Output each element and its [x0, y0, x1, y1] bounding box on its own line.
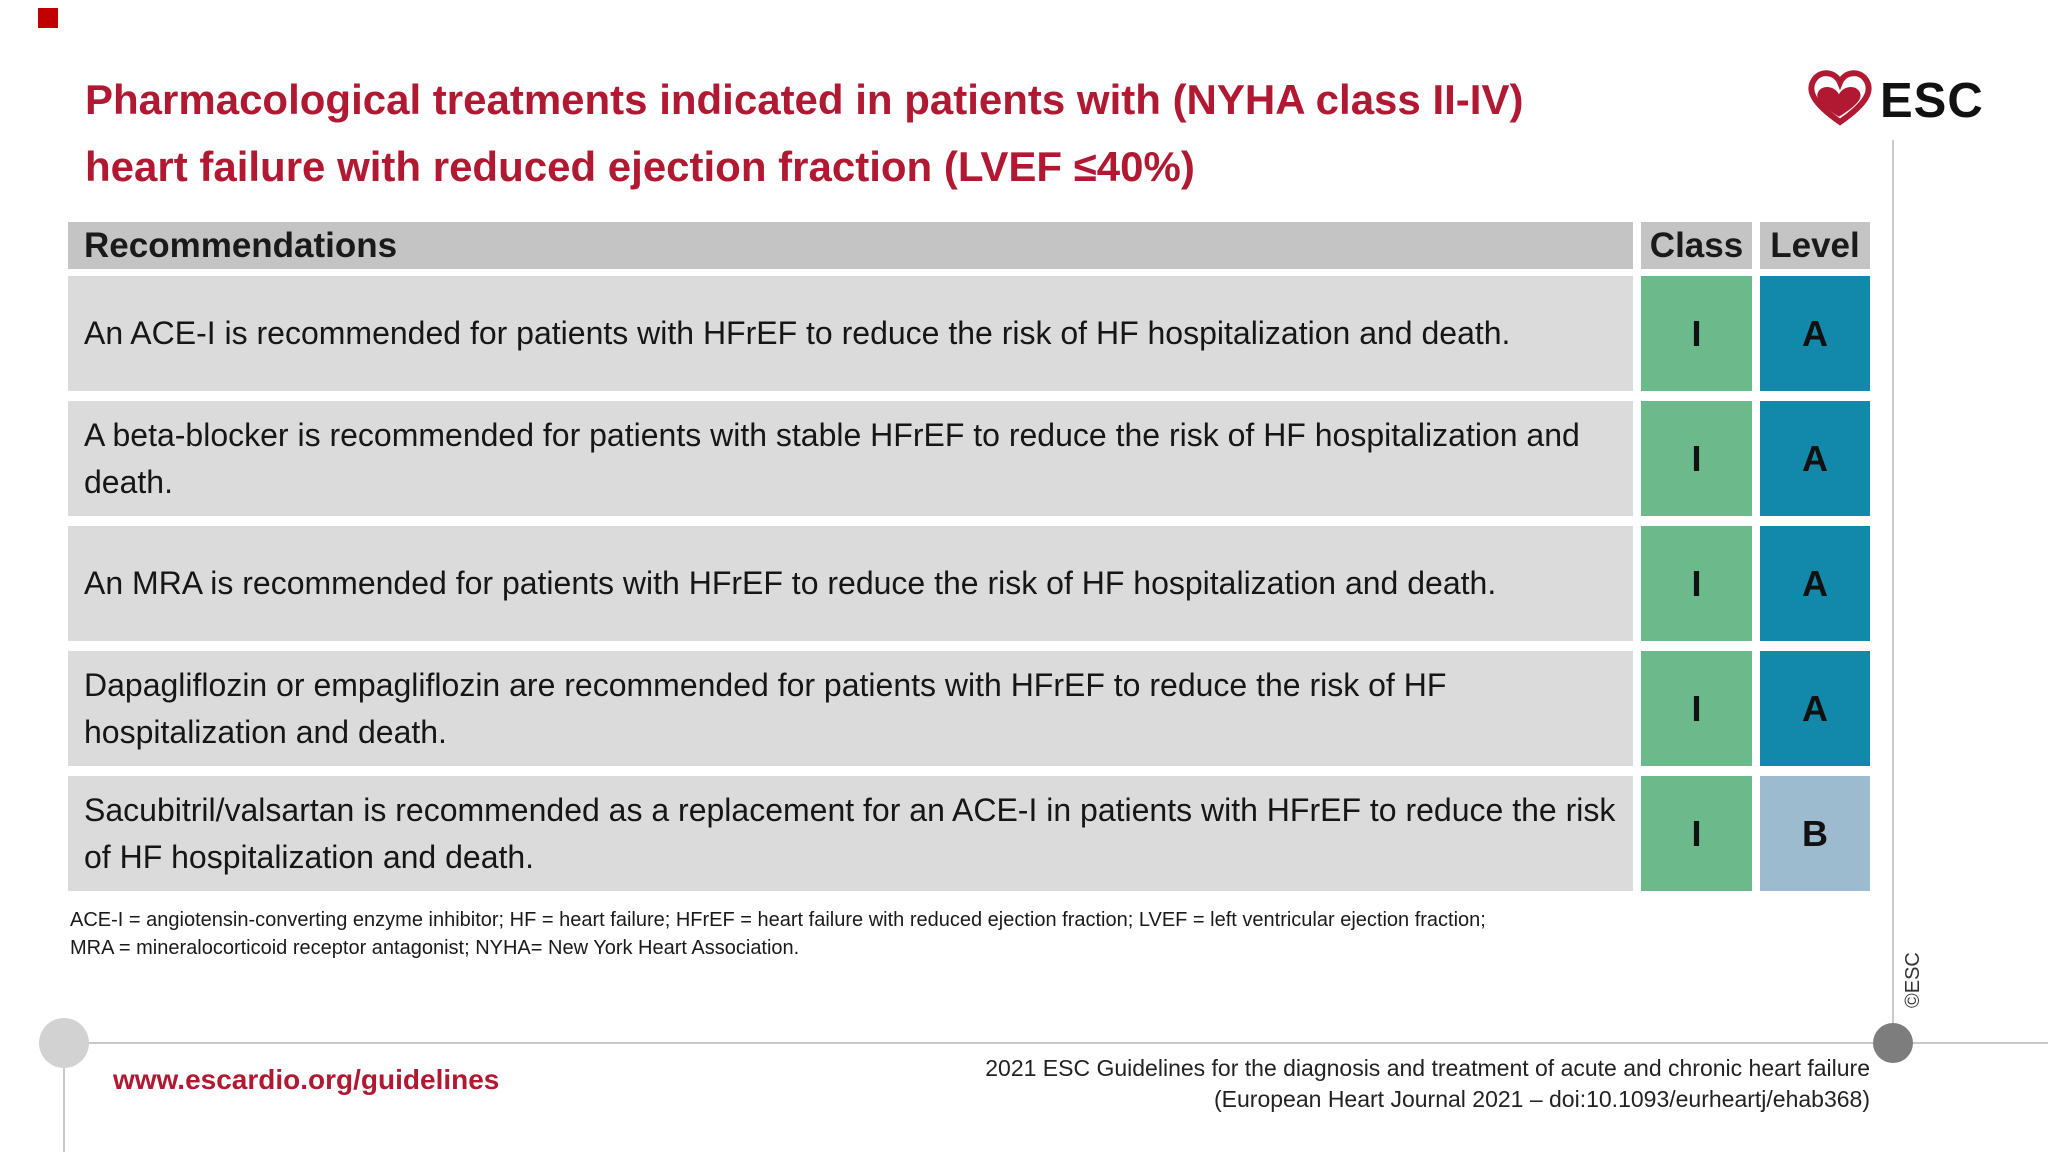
table-row-level-badge: B — [1760, 776, 1870, 891]
guidelines-link[interactable]: www.escardio.org/guidelines — [113, 1064, 500, 1095]
table-row-text: An ACE-I is recommended for patients wit… — [68, 276, 1633, 391]
footer-vertical-rule — [63, 1043, 65, 1152]
esc-logo-text: ESC — [1880, 73, 1984, 128]
table-row-text: Sacubitril/valsartan is recommended as a… — [68, 776, 1633, 891]
table-row-class-badge: I — [1641, 401, 1752, 516]
table-row-text: A beta-blocker is recommended for patien… — [68, 401, 1633, 516]
table-row-level-badge: A — [1760, 526, 1870, 641]
footer-horizontal-rule — [64, 1042, 2048, 1044]
citation-line2: (European Heart Journal 2021 – doi:10.10… — [1214, 1086, 1870, 1112]
esc-copyright-vertical: ©ESC — [1902, 952, 1924, 1008]
slide-title-line1: Pharmacological treatments indicated in … — [85, 76, 1524, 123]
table-row-text: Dapagliflozin or empagliflozin are recom… — [68, 651, 1633, 766]
table-row-level-badge: A — [1760, 651, 1870, 766]
corner-marker — [38, 8, 58, 28]
citation-line1: 2021 ESC Guidelines for the diagnosis an… — [985, 1055, 1870, 1081]
table-header-level: Level — [1760, 222, 1870, 269]
table-row-class-badge: I — [1641, 651, 1752, 766]
right-vertical-rule — [1892, 140, 1894, 1043]
esc-heart-icon — [1808, 68, 1872, 133]
table-row-level-badge: A — [1760, 276, 1870, 391]
footnote-line1: ACE-I = angiotensin-converting enzyme in… — [70, 909, 1486, 931]
table-row-class-badge: I — [1641, 526, 1752, 641]
esc-logo: ESC — [1808, 68, 1984, 133]
table-row-class-badge: I — [1641, 276, 1752, 391]
abbreviations-footnote: ACE-I = angiotensin-converting enzyme in… — [70, 906, 1670, 962]
table-header-class: Class — [1641, 222, 1752, 269]
citation: 2021 ESC Guidelines for the diagnosis an… — [670, 1053, 1870, 1115]
footnote-line2: MRA = mineralocorticoid receptor antagon… — [70, 937, 800, 959]
footer-left-circle — [39, 1018, 89, 1068]
table-row-level-badge: A — [1760, 401, 1870, 516]
slide-title: Pharmacological treatments indicated in … — [85, 66, 1785, 200]
slide-title-line2: heart failure with reduced ejection frac… — [85, 143, 1195, 190]
table-row-class-badge: I — [1641, 776, 1752, 891]
table-row-text: An MRA is recommended for patients with … — [68, 526, 1633, 641]
table-header-recommendations: Recommendations — [68, 222, 1633, 269]
footer-right-circle — [1873, 1023, 1913, 1063]
